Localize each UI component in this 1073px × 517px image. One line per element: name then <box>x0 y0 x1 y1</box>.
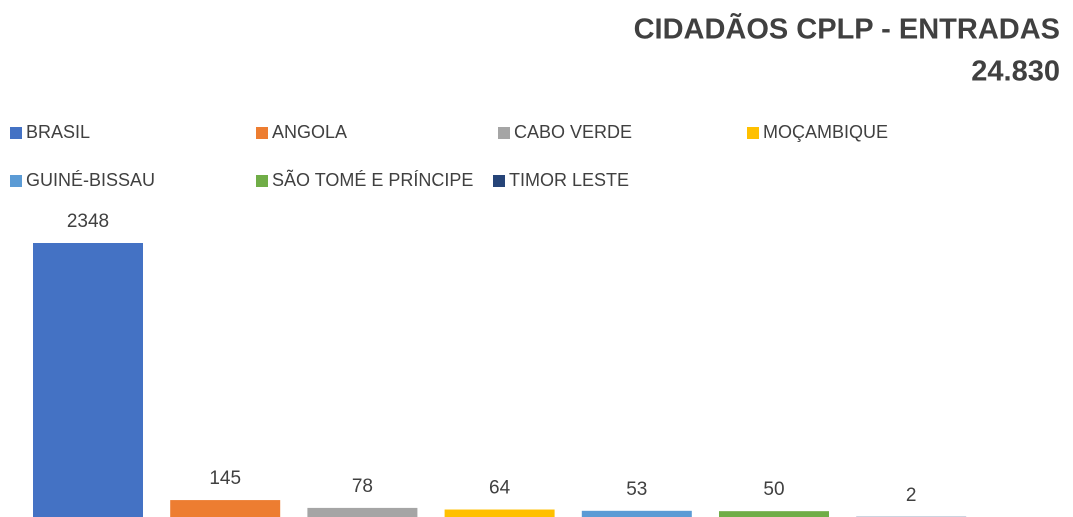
legend-swatch <box>493 175 505 187</box>
legend-label: GUINÉ-BISSAU <box>26 170 155 190</box>
data-label: 50 <box>763 479 784 500</box>
legend-swatch <box>256 127 268 139</box>
legend-label: MOÇAMBIQUE <box>763 122 888 142</box>
legend-label: CABO VERDE <box>514 122 632 142</box>
bar <box>581 510 692 517</box>
legend-label: SÃO TOMÉ E PRÍNCIPE <box>272 169 473 190</box>
legend-label: ANGOLA <box>272 122 347 142</box>
bar <box>719 511 829 517</box>
data-label: 2348 <box>67 211 109 232</box>
chart-title: CIDADÃOS CPLP - ENTRADAS <box>634 12 1060 46</box>
data-label: 64 <box>489 478 511 499</box>
data-label: 2 <box>906 485 917 506</box>
legend-label: TIMOR LESTE <box>509 170 629 190</box>
data-label: 145 <box>209 468 241 489</box>
bar <box>33 243 143 517</box>
data-label: 78 <box>352 476 373 497</box>
legend-swatch <box>10 175 22 187</box>
chart-subtitle: 24.830 <box>971 56 1060 88</box>
data-label: 53 <box>626 479 647 500</box>
legend-swatch <box>10 127 22 139</box>
legend-swatch <box>747 127 759 139</box>
legend-swatch <box>498 127 510 139</box>
bar <box>170 500 281 517</box>
legend-label: BRASIL <box>26 122 90 142</box>
legend-swatch <box>256 175 268 187</box>
bar <box>307 507 418 517</box>
bar <box>444 509 555 517</box>
